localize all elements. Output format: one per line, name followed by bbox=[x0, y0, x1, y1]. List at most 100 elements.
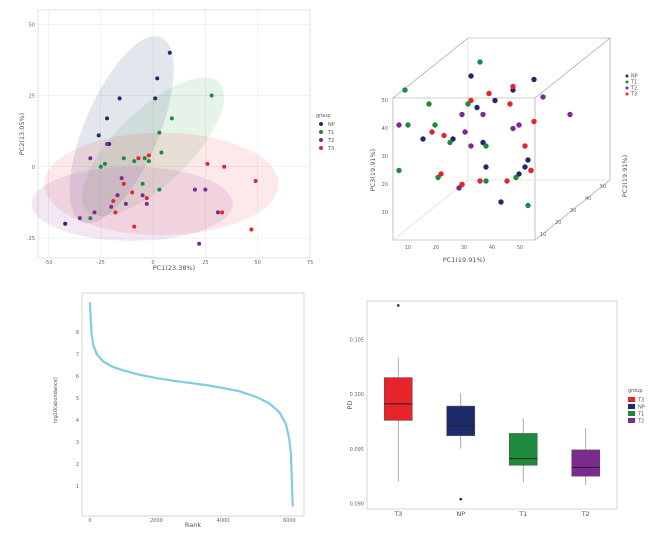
rank-x-ticks: 0 2000 4000 6000 bbox=[88, 518, 295, 524]
rank-point bbox=[90, 333, 93, 335]
boxplot-box-t3 bbox=[383, 377, 413, 421]
boxplot-legend-swatch-t3 bbox=[628, 397, 635, 402]
pca3d-legend-marker-t3 bbox=[625, 92, 629, 96]
pca3d-point-t3 bbox=[507, 101, 513, 107]
pca2d-point-t2 bbox=[203, 187, 208, 192]
rank-point bbox=[222, 387, 224, 389]
rank-point bbox=[205, 384, 208, 387]
pca3d-panel: 10 20 30 40 50 10 20 30 40 50 10 20 30 40 50 PC1(19.… bbox=[369, 37, 638, 264]
boxplot-legend-swatch-t1 bbox=[628, 411, 635, 416]
pca3d-z-tick-label: 30 bbox=[570, 208, 576, 214]
pca3d-point-np bbox=[468, 73, 474, 79]
pca3d-point-np bbox=[516, 171, 522, 177]
pca3d-point-t2 bbox=[456, 185, 462, 191]
rank-x-tick-label: 4000 bbox=[217, 518, 230, 524]
pca2d-point-t1 bbox=[157, 130, 162, 135]
rank-point bbox=[95, 352, 98, 355]
rank-x-tick-label: 2000 bbox=[150, 518, 163, 524]
pca2d-legend-marker-t3 bbox=[319, 146, 323, 150]
boxplot-outlier-t3 bbox=[396, 304, 400, 307]
pca2d-point-t2 bbox=[77, 216, 82, 221]
boxplot-box-t1 bbox=[508, 433, 538, 466]
pca2d-plot-area bbox=[37, 9, 311, 259]
pca2d-legend-marker-t1 bbox=[319, 130, 323, 134]
pca3d-point-t2 bbox=[540, 94, 546, 100]
pca3d-point-t3 bbox=[429, 129, 435, 135]
rank-point bbox=[255, 395, 258, 398]
pca2d-x-tick-label: -25 bbox=[97, 260, 105, 266]
rank-panel: 0 2000 4000 6000 8 7 6 5 4 3 2 1 Rank log10(abunda… bbox=[53, 292, 305, 529]
pca2d-point-t2 bbox=[105, 141, 110, 146]
pca3d-point-t2 bbox=[396, 122, 402, 128]
pca3d-point-t1 bbox=[483, 143, 489, 149]
rank-y-tick-label: 2 bbox=[76, 462, 79, 468]
pca2d-point-t2 bbox=[123, 201, 128, 206]
pca3d-legend-label: T3 bbox=[630, 92, 637, 98]
pca3d-y-ticks: 10 20 30 40 50 bbox=[382, 98, 388, 216]
rank-curve bbox=[88, 302, 294, 507]
rank-point bbox=[138, 373, 141, 376]
pca3d-point-np bbox=[474, 104, 480, 111]
rank-y-ticks: 8 7 6 5 4 3 2 1 bbox=[76, 330, 79, 490]
pca2d-y-tick-label: 25 bbox=[29, 94, 35, 100]
pca3d-x-axis-label: PC1(19.91%) bbox=[443, 256, 485, 264]
pca3d-point-np bbox=[531, 76, 537, 83]
pca3d-x-tick-label: 10 bbox=[405, 245, 411, 251]
pca2d-point-t1 bbox=[102, 161, 107, 166]
pca3d-point-t3 bbox=[468, 97, 474, 104]
pca2d-point-t2 bbox=[215, 210, 220, 215]
pca3d-point-t3 bbox=[486, 90, 492, 97]
pca3d-y-tick-label: 10 bbox=[382, 210, 388, 216]
pca2d-point-t3 bbox=[113, 210, 118, 215]
boxplot-box-np bbox=[446, 405, 476, 436]
pca3d-point-t1 bbox=[405, 122, 411, 128]
rank-series-line bbox=[88, 302, 294, 507]
rank-x-axis-label: Rank bbox=[185, 521, 201, 529]
pca2d-point-t2 bbox=[115, 193, 120, 198]
pca2d-point-t3 bbox=[121, 181, 126, 186]
pca3d-z-ticks: 10 20 30 40 50 bbox=[540, 184, 606, 238]
rank-plot-area bbox=[81, 292, 305, 517]
pca2d-point-t1 bbox=[121, 156, 126, 161]
rank-point bbox=[155, 377, 158, 379]
pca2d-point-t3 bbox=[222, 164, 227, 169]
pca2d-point-t3 bbox=[130, 190, 135, 195]
pca3d-point-np bbox=[420, 136, 426, 142]
pca2d-point-t3 bbox=[111, 198, 116, 203]
pca2d-legend-label: NP bbox=[328, 122, 335, 128]
pca3d-point-t1 bbox=[483, 178, 489, 184]
pca3d-point-t1 bbox=[447, 139, 453, 146]
pca3d-point-t3 bbox=[522, 143, 528, 149]
pca3d-point-t1 bbox=[465, 101, 471, 107]
pca3d-point-t3 bbox=[531, 118, 537, 125]
pca3d-point-np bbox=[525, 157, 531, 163]
boxplot-x-tick-label: T3 bbox=[393, 510, 402, 518]
pca3d-y-tick-label: 50 bbox=[382, 98, 388, 104]
rank-y-tick-label: 6 bbox=[76, 374, 79, 380]
rank-y-axis-label: log10(abundance) bbox=[53, 377, 59, 423]
boxplot-x-tick-label: T1 bbox=[518, 510, 527, 518]
pca3d-point-np bbox=[480, 139, 486, 146]
pca2d-point-t1 bbox=[88, 216, 93, 221]
boxplot-y-ticks: 0.105 0.100 0.095 0.090 bbox=[350, 337, 364, 507]
pca3d-point-t1 bbox=[435, 174, 441, 181]
pca3d-point-np bbox=[498, 199, 504, 205]
pca2d-point-np bbox=[96, 133, 101, 138]
pca2d-point-t3 bbox=[132, 224, 137, 229]
pca2d-legend-marker-np bbox=[319, 122, 323, 126]
pca2d-x-tick-label: -50 bbox=[44, 260, 52, 266]
boxplot-y-tick-label: 0.100 bbox=[350, 392, 364, 398]
pca2d-point-t3 bbox=[146, 153, 151, 158]
pca3d-point-t2 bbox=[462, 129, 468, 135]
pca2d-legend-title: group bbox=[316, 113, 331, 119]
pca2d-point-np bbox=[167, 50, 172, 55]
pca2d-legend: NP T1 T2 T3 bbox=[319, 122, 335, 152]
pca3d-box bbox=[392, 37, 611, 241]
pca2d-point-t3 bbox=[205, 161, 210, 166]
boxplot-box-t2 bbox=[571, 449, 601, 477]
pca2d-point-t2 bbox=[88, 156, 93, 161]
pca3d-legend-label: T2 bbox=[630, 86, 637, 92]
pca3d-point-t3 bbox=[504, 178, 510, 184]
